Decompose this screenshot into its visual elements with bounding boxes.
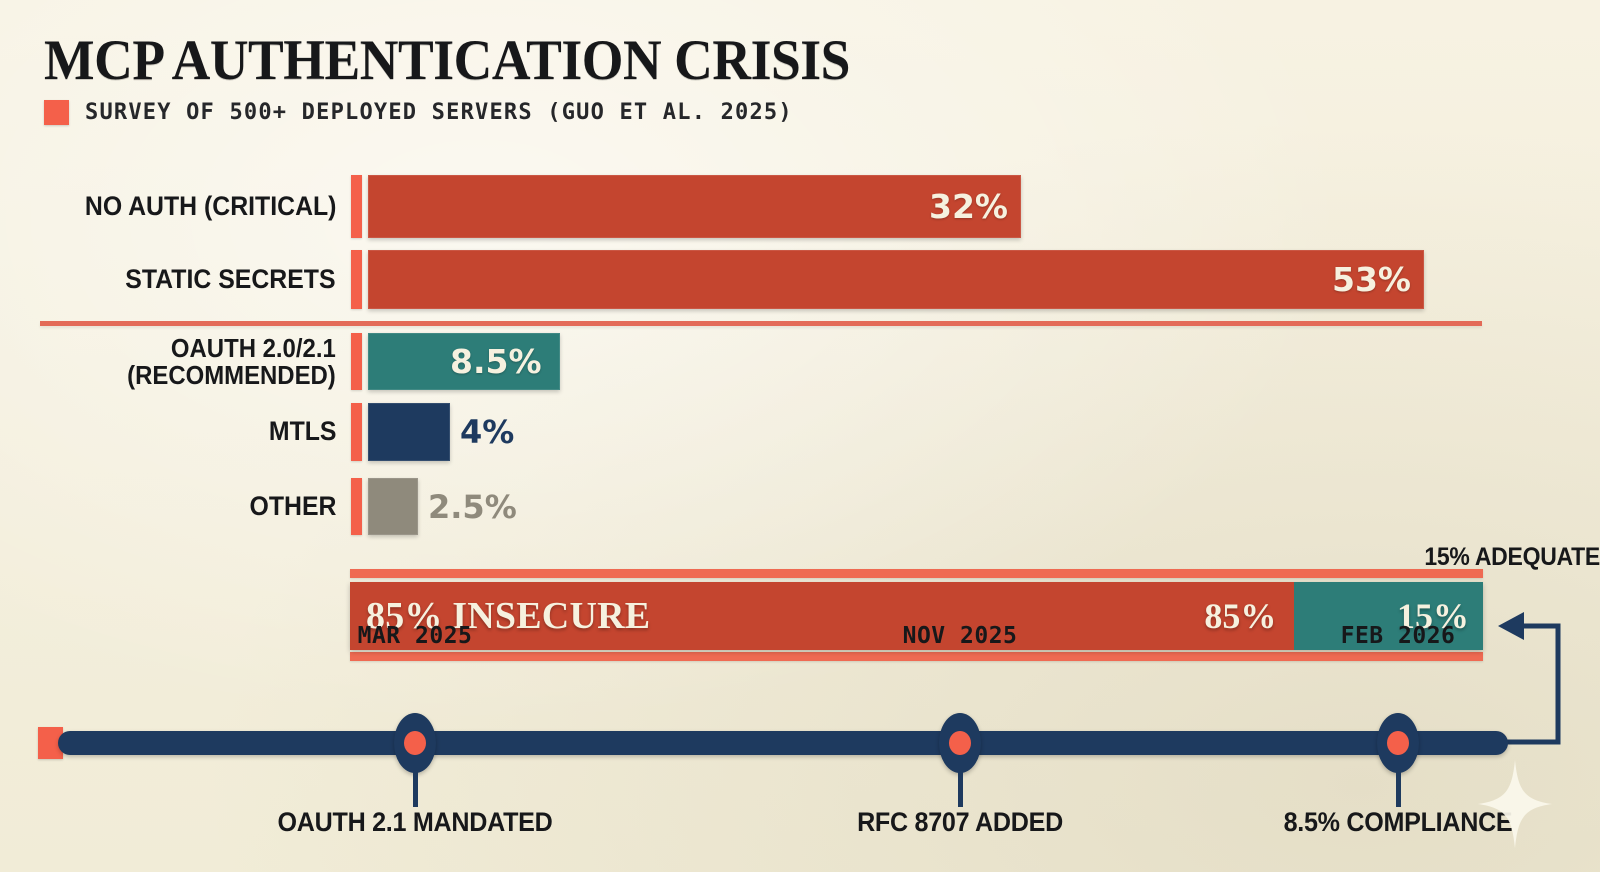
- stack-adequate-value: 15%: [1397, 596, 1469, 636]
- sparkle-icon: [1478, 760, 1552, 848]
- timeline-stem-1: [413, 771, 418, 807]
- stack-insecure-value: 85%: [1204, 596, 1277, 636]
- bar-3: [368, 333, 560, 390]
- bar-accent-tick: [351, 403, 362, 461]
- bar-value-1: 32%: [929, 187, 1008, 226]
- timeline-track: [58, 731, 1508, 755]
- bar-accent-tick: [351, 333, 362, 390]
- timeline-stem-3: [1396, 771, 1401, 807]
- bar-value-3: 8.5%: [450, 342, 542, 381]
- bar-value-2: 53%: [1332, 260, 1411, 299]
- stack-insecure-label: 85% INSECURE: [366, 595, 651, 637]
- summary-stacked-bar: 85% INSECURE 85% 15%: [350, 566, 1483, 664]
- bar-label-4: MTLS: [268, 416, 336, 447]
- adequate-caption: 15% ADEQUATE: [1424, 543, 1600, 571]
- bar-label-3: OAUTH 2.0/2.1 (RECOMMENDED): [127, 332, 336, 390]
- orange-square-icon: [44, 100, 69, 125]
- timeline-date-3: FEB 2026: [1340, 623, 1456, 649]
- bar-1: [368, 175, 1021, 238]
- bar-value-4: 4%: [460, 413, 515, 451]
- timeline-event-3: 8.5% COMPLIANCE: [1283, 807, 1513, 837]
- timeline-date-2: NOV 2025: [902, 623, 1018, 649]
- bar-accent-tick: [351, 478, 362, 535]
- timeline-marker-icon-3[interactable]: [1377, 713, 1419, 773]
- bar-value-5: 2.5%: [428, 487, 517, 526]
- timeline-marker-icon-1[interactable]: [394, 713, 436, 773]
- stack-segment-adequate: 15%: [1294, 582, 1483, 650]
- bar-2: [368, 250, 1424, 309]
- bar-label-1: NO AUTH (CRITICAL): [84, 190, 336, 221]
- bar-4: [368, 403, 450, 461]
- page-title: MCP AUTHENTICATION CRISIS: [44, 29, 851, 92]
- bar-5: [368, 478, 418, 535]
- bar-accent-tick: [351, 250, 362, 309]
- stack-segment-insecure: 85% INSECURE 85%: [350, 582, 1295, 650]
- subtitle-text: SURVEY OF 500+ DEPLOYED SERVERS (GUO ET …: [85, 100, 793, 125]
- timeline-marker-icon-2[interactable]: [939, 713, 981, 773]
- section-divider: [40, 321, 1482, 326]
- timeline-date-1: MAR 2025: [357, 623, 473, 649]
- stack-rule-bottom: [350, 652, 1483, 661]
- stack-bar-track: 85% INSECURE 85% 15%: [350, 582, 1483, 650]
- timeline-event-1: OAUTH 2.1 MANDATED: [277, 807, 553, 837]
- callout-connector: [1498, 612, 1561, 745]
- timeline-stem-2: [958, 771, 963, 807]
- bar-label-2: STATIC SECRETS: [125, 263, 336, 294]
- bar-label-5: OTHER: [249, 490, 336, 521]
- timeline-event-2: RFC 8707 ADDED: [857, 807, 1063, 837]
- subtitle-row: SURVEY OF 500+ DEPLOYED SERVERS (GUO ET …: [44, 100, 793, 125]
- stack-rule-top: [350, 569, 1483, 578]
- arrow-left-icon: [1498, 612, 1524, 640]
- bar-accent-tick: [351, 175, 362, 238]
